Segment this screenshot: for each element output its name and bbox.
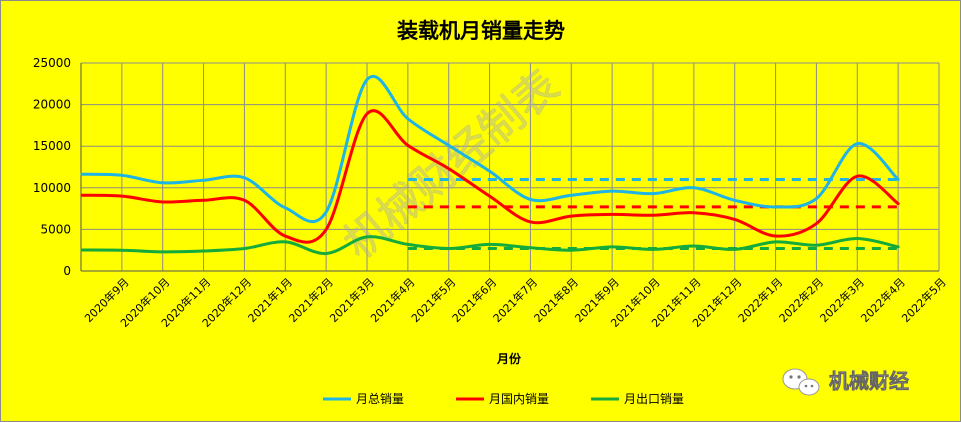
y-tick-label: 25000 <box>33 56 71 70</box>
wechat-icon <box>782 368 820 396</box>
series-line-3 <box>80 235 900 256</box>
y-tick-label: 0 <box>63 264 71 278</box>
series-lines <box>80 75 900 256</box>
series-line-2 <box>80 109 900 244</box>
y-tick-label: 5000 <box>40 222 71 236</box>
brand-name: 机械财经 <box>829 369 909 393</box>
y-tick-label: 10000 <box>33 181 71 195</box>
x-tick-labels: 2020年9月2020年10月2020年11月2020年12月2021年1月20… <box>81 275 948 330</box>
x-tick-label: 2022年5月 <box>899 275 949 325</box>
plot-area <box>81 63 939 271</box>
y-tick-label: 15000 <box>33 139 71 153</box>
chart-title: 装载机月销量走势 <box>397 19 565 43</box>
legend-label-1: 月总销量 <box>356 392 404 406</box>
axes <box>80 63 939 272</box>
y-tick-labels: 0 5000 10000 15000 20000 25000 <box>33 56 71 278</box>
legend-label-2: 月国内销量 <box>489 392 549 406</box>
x-axis-label: 月份 <box>496 351 522 366</box>
y-tick-label: 20000 <box>33 98 71 112</box>
brand-badge: 机械财经 <box>782 368 909 396</box>
legend: 月总销量 月国内销量 月出口销量 <box>323 392 684 406</box>
series-line-1 <box>80 75 900 224</box>
legend-label-3: 月出口销量 <box>624 392 684 406</box>
